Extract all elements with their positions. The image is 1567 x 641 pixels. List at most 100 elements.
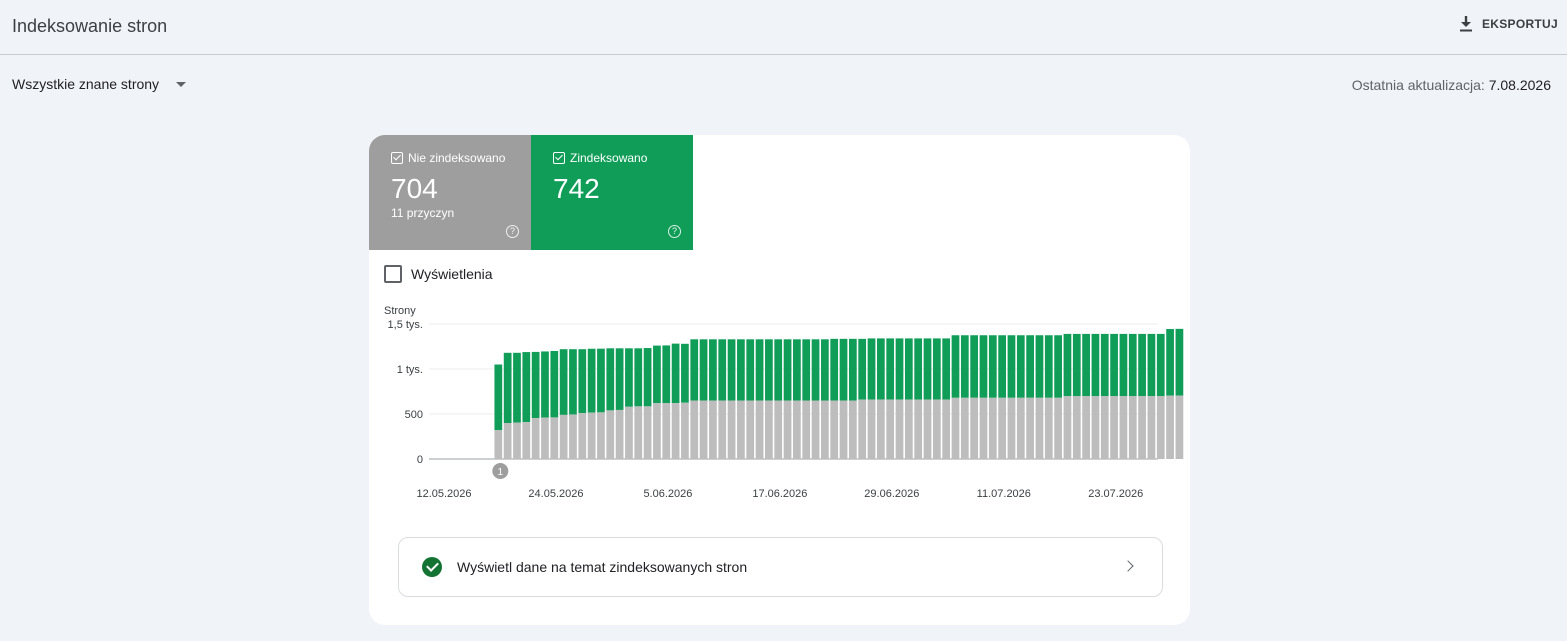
indexed-tile[interactable]: Zindeksowano 742 ? bbox=[531, 135, 693, 250]
bar-indexed bbox=[662, 345, 671, 404]
bar-not-indexed bbox=[709, 400, 717, 459]
bar-indexed bbox=[830, 338, 839, 401]
bar-not-indexed bbox=[531, 418, 540, 459]
bar-not-indexed bbox=[904, 399, 913, 459]
bar-indexed bbox=[1128, 333, 1137, 396]
bar-indexed bbox=[1072, 333, 1081, 396]
annotation-marker bbox=[492, 463, 509, 479]
bar-not-indexed bbox=[830, 400, 839, 459]
bar-indexed bbox=[1147, 333, 1156, 396]
bar-indexed bbox=[876, 338, 885, 400]
bar-not-indexed bbox=[1138, 396, 1146, 459]
chevron-right-icon bbox=[1122, 560, 1134, 572]
bar-indexed bbox=[951, 335, 960, 398]
bar-not-indexed bbox=[970, 397, 979, 459]
impressions-checkbox[interactable]: Wyświetlenia bbox=[384, 265, 493, 283]
y-tick-label: 500 bbox=[405, 409, 423, 421]
checkbox-checked-icon[interactable] bbox=[553, 152, 565, 164]
bar-not-indexed bbox=[839, 400, 848, 459]
bar-indexed bbox=[1156, 333, 1165, 396]
bar-not-indexed bbox=[774, 400, 783, 459]
bar-indexed bbox=[699, 339, 708, 401]
view-indexed-pages-link[interactable]: Wyświetl dane na temat zindeksowanych st… bbox=[398, 537, 1163, 597]
not-indexed-reasons: 11 przyczyn bbox=[391, 206, 455, 220]
bar-not-indexed bbox=[718, 400, 727, 459]
top-bar: Indeksowanie stron EKSPORTUJ bbox=[0, 0, 1567, 55]
bar-not-indexed bbox=[587, 412, 596, 459]
last-update: Ostatnia aktualizacja: 7.08.2026 bbox=[1352, 77, 1551, 93]
x-tick-label: 24.05.2026 bbox=[528, 488, 583, 500]
bar-not-indexed bbox=[1147, 396, 1156, 459]
bar-not-indexed bbox=[1110, 396, 1118, 459]
bar-not-indexed bbox=[662, 403, 671, 459]
bar-not-indexed bbox=[1016, 397, 1025, 459]
bar-indexed bbox=[606, 348, 615, 411]
bar-indexed bbox=[615, 348, 624, 410]
x-tick-label: 5.06.2026 bbox=[643, 488, 692, 500]
checkbox-checked-icon[interactable] bbox=[391, 152, 403, 164]
bar-not-indexed bbox=[643, 406, 652, 459]
bar-indexed bbox=[914, 338, 923, 400]
export-button[interactable]: EKSPORTUJ bbox=[1459, 15, 1558, 32]
bar-indexed bbox=[904, 338, 913, 400]
bar-indexed bbox=[671, 343, 680, 404]
bar-indexed bbox=[531, 351, 540, 419]
indexed-count: 742 bbox=[553, 173, 600, 204]
bar-indexed bbox=[839, 338, 848, 401]
bar-indexed bbox=[587, 348, 596, 413]
bar-not-indexed bbox=[1035, 397, 1044, 459]
bar-indexed bbox=[783, 339, 792, 401]
x-tick-label: 23.07.2026 bbox=[1088, 488, 1143, 500]
bar-not-indexed bbox=[578, 413, 587, 459]
bar-not-indexed bbox=[634, 406, 643, 459]
bar-not-indexed bbox=[569, 414, 577, 459]
help-icon[interactable]: ? bbox=[668, 225, 681, 238]
bar-not-indexed bbox=[811, 400, 820, 459]
bar-not-indexed bbox=[625, 406, 633, 459]
bar-indexed bbox=[755, 339, 764, 401]
bar-indexed bbox=[634, 348, 643, 407]
bar-not-indexed bbox=[867, 399, 876, 459]
bar-indexed bbox=[1119, 333, 1128, 396]
bar-indexed bbox=[718, 339, 727, 401]
bar-not-indexed bbox=[1128, 396, 1137, 459]
bar-not-indexed bbox=[1091, 396, 1100, 459]
bar-not-indexed bbox=[699, 400, 708, 459]
page-filter-dropdown[interactable]: Wszystkie znane strony bbox=[12, 76, 187, 92]
bar-indexed bbox=[597, 348, 605, 413]
bar-indexed bbox=[765, 339, 773, 401]
bar-indexed bbox=[923, 338, 932, 400]
bar-not-indexed bbox=[513, 422, 521, 459]
bar-not-indexed bbox=[746, 400, 755, 459]
check-circle-icon bbox=[422, 557, 442, 577]
bar-not-indexed bbox=[1082, 396, 1090, 459]
bar-indexed bbox=[942, 338, 951, 400]
bar-not-indexed bbox=[550, 417, 559, 459]
y-tick-label: 1,5 tys. bbox=[388, 319, 423, 331]
bar-indexed bbox=[569, 349, 577, 415]
bar-not-indexed bbox=[979, 397, 988, 459]
bar-not-indexed bbox=[998, 397, 1007, 459]
bar-not-indexed bbox=[1007, 397, 1016, 459]
filter-selected-value: Wszystkie znane strony bbox=[12, 76, 160, 92]
help-icon[interactable]: ? bbox=[506, 225, 519, 238]
bar-not-indexed bbox=[821, 400, 829, 459]
indexing-chart: Strony 0 500 1 tys. 1,5 tys. 1 12.05.2026 24.05… bbox=[384, 305, 1184, 500]
bar-indexed bbox=[858, 338, 867, 400]
bar-indexed bbox=[625, 348, 633, 407]
bar-not-indexed bbox=[942, 399, 951, 459]
bar-indexed bbox=[1035, 335, 1044, 398]
bar-indexed bbox=[1091, 333, 1100, 396]
download-icon bbox=[1459, 15, 1473, 32]
bar-not-indexed bbox=[1026, 397, 1034, 459]
not-indexed-tile[interactable]: Nie zindeksowano 704 11 przyczyn ? bbox=[369, 135, 531, 250]
bar-indexed bbox=[643, 348, 652, 407]
bar-not-indexed bbox=[932, 399, 941, 459]
bar-not-indexed bbox=[1166, 395, 1174, 459]
bar-indexed bbox=[1044, 335, 1053, 398]
bar-not-indexed bbox=[494, 430, 503, 459]
bar-indexed bbox=[1063, 333, 1072, 396]
export-label: EKSPORTUJ bbox=[1481, 16, 1558, 31]
bar-indexed bbox=[727, 339, 736, 401]
bar-indexed bbox=[960, 335, 969, 398]
